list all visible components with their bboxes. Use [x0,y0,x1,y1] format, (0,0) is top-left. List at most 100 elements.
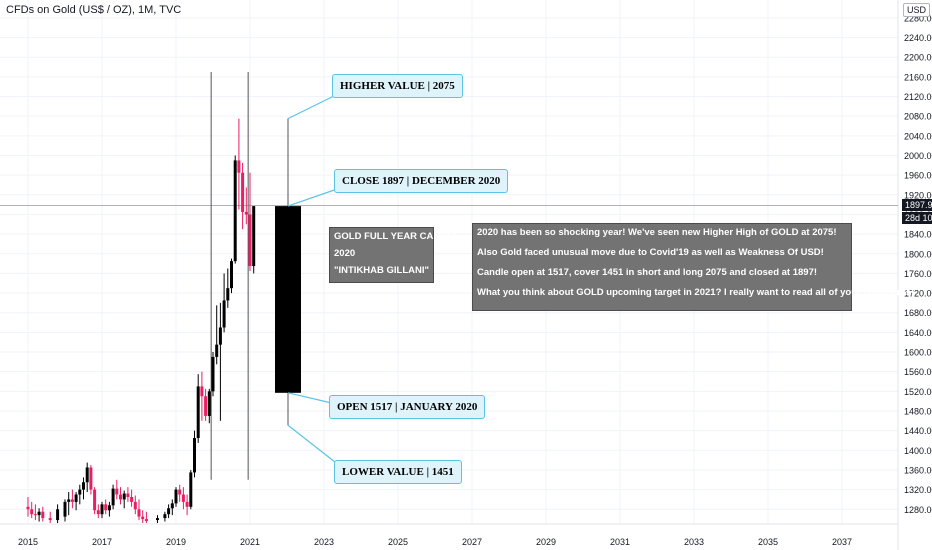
price-tick-label: 2280.00 [904,13,932,23]
higher-value-callout[interactable]: HIGHER VALUE | 2075 [332,74,463,98]
price-tick-label: 1360.00 [904,465,932,475]
time-tick-label: 2017 [92,537,112,547]
candle-body [74,494,78,502]
time-tick-label: 2031 [610,537,630,547]
candle-body [163,514,167,519]
candle-body [226,288,230,301]
price-tick-label: 2000.00 [904,151,932,161]
price-tick-label: 1840.00 [904,230,932,240]
monthly-candles [26,118,256,524]
time-tick-label: 2021 [240,537,260,547]
candle-body [85,467,89,483]
price-tick-label: 1600.00 [904,348,932,358]
candle-body [207,391,211,416]
candle-body [63,501,67,517]
price-tick-label: 1400.00 [904,446,932,456]
candle-body [196,386,200,439]
price-axis[interactable]: 2280.00 2240.00 2200.00 2160.00 2120.00 2080.… [904,8,932,515]
time-tick-label: 2035 [758,537,778,547]
callout-pointer [287,187,341,207]
candle-body [133,501,137,510]
price-tick-label: 1920.00 [904,190,932,200]
price-tick-label: 2160.00 [904,72,932,82]
candle-body [230,261,233,289]
candle-body [193,438,196,473]
price-tick-label: 2200.00 [904,53,932,63]
callout-pointer [287,424,341,467]
candle-body [181,494,185,502]
candle-label-line-3: "INTIKHAB GILLANI" [334,265,430,276]
comment-line-4: What you think about GOLD upcoming targe… [477,287,915,298]
candle-body [211,356,215,392]
currency-button[interactable]: USD [903,3,931,17]
candle-body [30,509,34,515]
candle-label-line-1: GOLD FULL YEAR CANDLE [334,231,460,242]
candle-body [41,511,45,519]
candle-body [122,493,126,500]
price-tick-label: 1640.00 [904,328,932,338]
price-tick-label: 1280.00 [904,505,932,515]
candle-body [156,518,159,521]
candle-body [241,172,245,212]
lower-value-callout[interactable]: LOWER VALUE | 1451 [334,460,462,484]
chart-title: CFDs on Gold (US$ / OZ), 1M, TVC [6,4,182,16]
candle-body [237,160,241,173]
price-tick-label: 1560.00 [904,367,932,377]
candle-body [233,160,237,262]
candle-body [119,494,122,500]
close-value-callout[interactable]: CLOSE 1897 | DECEMBER 2020 [334,169,509,193]
candle-body [115,488,119,495]
current-price-tag: 1897.90 [902,199,932,211]
price-tick-label: 1480.00 [904,406,932,416]
candle-body [200,386,204,397]
callout-pointers [287,93,341,467]
candle-body [204,396,208,416]
price-tick-label: 1960.00 [904,171,932,181]
candle-label-box[interactable]: GOLD FULL YEAR CANDLE 2020 "INTIKHAB GIL… [329,227,460,283]
candle-body [218,327,222,345]
callout-pointer [287,93,339,120]
year-candle-body [275,206,301,393]
candle-body [67,499,71,502]
yearly-candle-2020[interactable] [275,118,301,426]
comment-line-1: 2020 has been so shocking year! We've se… [477,227,837,238]
candle-body [78,489,82,495]
vertical-markers [210,71,249,480]
time-tick-label: 2029 [536,537,556,547]
comment-box[interactable]: 2020 has been so shocking year! We've se… [472,223,915,311]
open-value-callout[interactable]: OPEN 1517 | JANUARY 2020 [329,395,486,419]
candle-body [126,493,130,497]
price-tick-label: 1440.00 [904,426,932,436]
comment-line-2: Also Gold faced unusual move due to Covi… [477,247,824,258]
candle-body [107,505,111,511]
time-tick-label: 2019 [166,537,186,547]
time-axis[interactable]: 2015 2017 2019 2021 2023 2025 2027 2029 2031 2033… [18,537,852,547]
candle-body [244,211,248,215]
price-tick-label: 1800.00 [904,249,932,259]
candle-body [215,344,219,357]
candle-body [70,499,74,502]
candle-label-line-2: 2020 [334,248,356,259]
candle-body [252,206,256,267]
candle-body [33,514,37,516]
price-tick-label: 2120.00 [904,92,932,102]
time-tick-label: 2033 [684,537,704,547]
price-tick-label: 1720.00 [904,289,932,299]
price-tick-label: 1520.00 [904,387,932,397]
time-tick-label: 2015 [18,537,38,547]
candle-body [100,504,104,515]
candle-body [130,496,134,502]
candle-body [82,482,85,490]
candle-body [48,518,52,521]
candle-body [137,509,141,517]
callout-pointer [287,392,337,405]
candle-body [104,504,108,511]
candle-body [144,519,148,522]
price-tick-label: 2240.00 [904,33,932,43]
candle-body [111,488,115,506]
candle-body [96,510,100,515]
candle-body [26,506,30,510]
candle-body [174,489,178,504]
candle-body [89,467,93,490]
